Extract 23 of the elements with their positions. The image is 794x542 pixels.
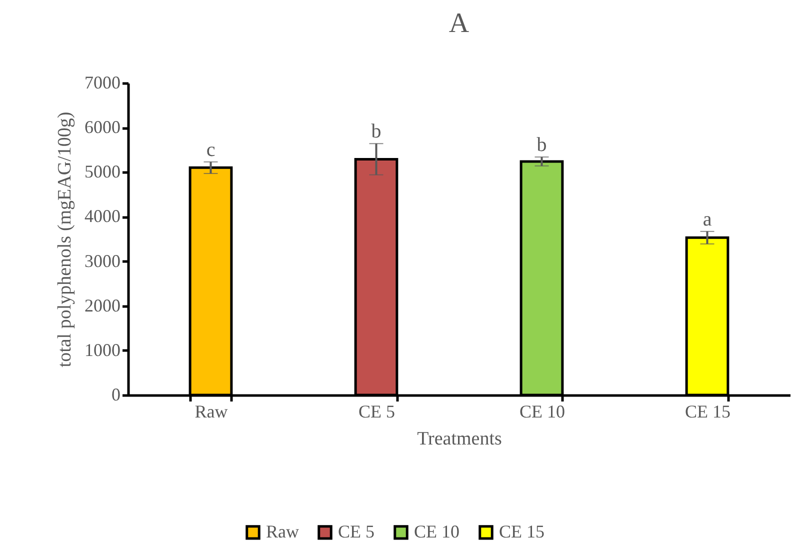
y-tick-label: 1000 — [84, 340, 120, 360]
x-tick-label: CE 10 — [519, 402, 566, 422]
y-tick-label: 2000 — [84, 295, 120, 316]
x-tick-label: CE 15 — [684, 402, 731, 422]
annotation: a — [702, 208, 712, 230]
y-tick-label: 7000 — [84, 72, 120, 92]
x-axis-title: Treatments — [417, 428, 502, 450]
x-tick-label: Raw — [194, 402, 228, 422]
y-tick-label: 5000 — [84, 162, 120, 182]
legend-label: Raw — [266, 521, 299, 542]
y-tick-label: 4000 — [84, 206, 120, 226]
y-axis-title: total polyphenols (mgEAG/100g) — [54, 112, 76, 368]
y-tick-label: 3000 — [84, 250, 120, 271]
legend-label: CE 10 — [414, 521, 460, 542]
chart-title: A — [448, 8, 470, 39]
annotation: c — [206, 138, 216, 161]
x-tick-label: CE 5 — [358, 402, 396, 422]
legend-label: CE 5 — [338, 521, 375, 542]
annotation: b — [371, 120, 382, 143]
y-tick-label: 6000 — [84, 117, 120, 138]
y-tick-label: 0 — [112, 384, 120, 404]
annotation: b — [536, 134, 547, 156]
legend-label: CE 15 — [499, 521, 545, 542]
